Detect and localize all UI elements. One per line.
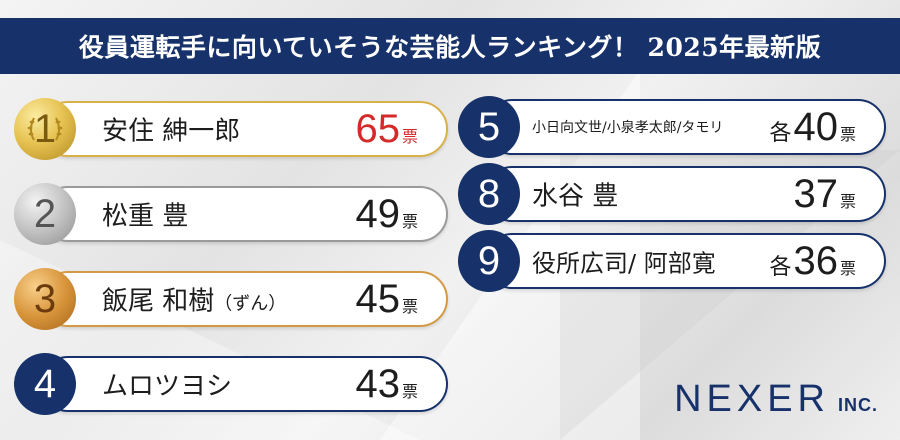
- celebrity-name: 小日向文世/小泉孝太郎/タモリ: [532, 120, 724, 136]
- vote-unit: 票: [839, 125, 856, 144]
- rank-badge: 5: [458, 96, 520, 158]
- nexer-logo: NEXER INC.: [674, 378, 878, 421]
- entry-pill: [484, 99, 886, 155]
- ranking-entry-1: 1 安住 紳一郎 65 票: [14, 98, 448, 160]
- vote-count: 37 票: [793, 174, 856, 214]
- entry-pill: [40, 101, 448, 157]
- celebrity-name: 安住 紳一郎: [102, 116, 241, 147]
- each-prefix: 各: [769, 255, 792, 280]
- bronze-medal-icon: 3: [14, 268, 76, 330]
- vote-number: 37: [793, 172, 838, 216]
- ranking-title: 役員運転手に向いていそうな芸能人ランキング！ 2025年最新版: [0, 18, 900, 74]
- entry-pill: [40, 186, 448, 242]
- entry-pill: [484, 233, 886, 289]
- logo-main: NEXER: [674, 378, 830, 420]
- rank-number: 2: [33, 191, 57, 236]
- rank-number: 3: [33, 276, 57, 321]
- vote-unit: 票: [401, 297, 418, 316]
- each-prefix: 各: [769, 121, 792, 146]
- vote-unit: 票: [839, 259, 856, 278]
- vote-unit: 票: [401, 212, 418, 231]
- entry-pill: [40, 356, 448, 412]
- rank-number: 5: [477, 104, 501, 149]
- ranking-entry-8: 8 水谷 豊 37 票: [458, 163, 886, 225]
- vote-count: 45 票: [355, 279, 418, 319]
- group-note: （ずん）: [214, 293, 287, 315]
- vote-number: 65: [355, 107, 400, 151]
- logo-suffix: INC.: [838, 395, 878, 415]
- rank-badge: 9: [458, 230, 520, 292]
- rank-number: 1: [33, 106, 57, 151]
- celebrity-name: 水谷 豊: [532, 181, 619, 212]
- ranking-entry-5: 5 小日向文世/小泉孝太郎/タモリ 各 40 票: [458, 96, 886, 158]
- vote-number: 36: [793, 239, 838, 283]
- silver-medal-icon: 2: [14, 183, 76, 245]
- celebrity-name: 松重 豊: [102, 201, 189, 232]
- vote-unit: 票: [401, 382, 418, 401]
- ranking-entry-2: 2 松重 豊 49 票: [14, 183, 448, 245]
- gold-medal-icon: 1: [14, 98, 76, 160]
- vote-number: 40: [793, 105, 838, 149]
- entry-pill: [40, 271, 448, 327]
- vote-count: 65 票: [355, 109, 418, 149]
- vote-unit: 票: [401, 127, 418, 146]
- rank-number: 4: [33, 361, 57, 406]
- ranking-entry-4: 4 ムロツヨシ 43 票: [14, 353, 448, 415]
- rank-number: 9: [477, 238, 501, 283]
- vote-number: 43: [355, 362, 400, 406]
- vote-count: 各 36 票: [769, 241, 856, 281]
- vote-count: 43 票: [355, 364, 418, 404]
- vote-number: 49: [355, 192, 400, 236]
- vote-unit: 票: [839, 192, 856, 211]
- vote-count: 49 票: [355, 194, 418, 234]
- celebrity-name: 役所広司/ 阿部寛: [532, 249, 716, 278]
- vote-count: 各 40 票: [769, 107, 856, 147]
- rank-badge: 8: [458, 163, 520, 225]
- vote-number: 45: [355, 277, 400, 321]
- ranking-entry-9: 9 役所広司/ 阿部寛 各 36 票: [458, 230, 886, 292]
- rank-badge: 4: [14, 353, 76, 415]
- ranking-entry-3: 3 飯尾 和樹（ずん） 45 票: [14, 268, 448, 330]
- rank-number: 8: [477, 171, 501, 216]
- celebrity-name: ムロツヨシ: [102, 371, 233, 402]
- laurel-wreath-icon: [27, 117, 63, 141]
- celebrity-name: 飯尾 和樹（ずん）: [102, 286, 287, 317]
